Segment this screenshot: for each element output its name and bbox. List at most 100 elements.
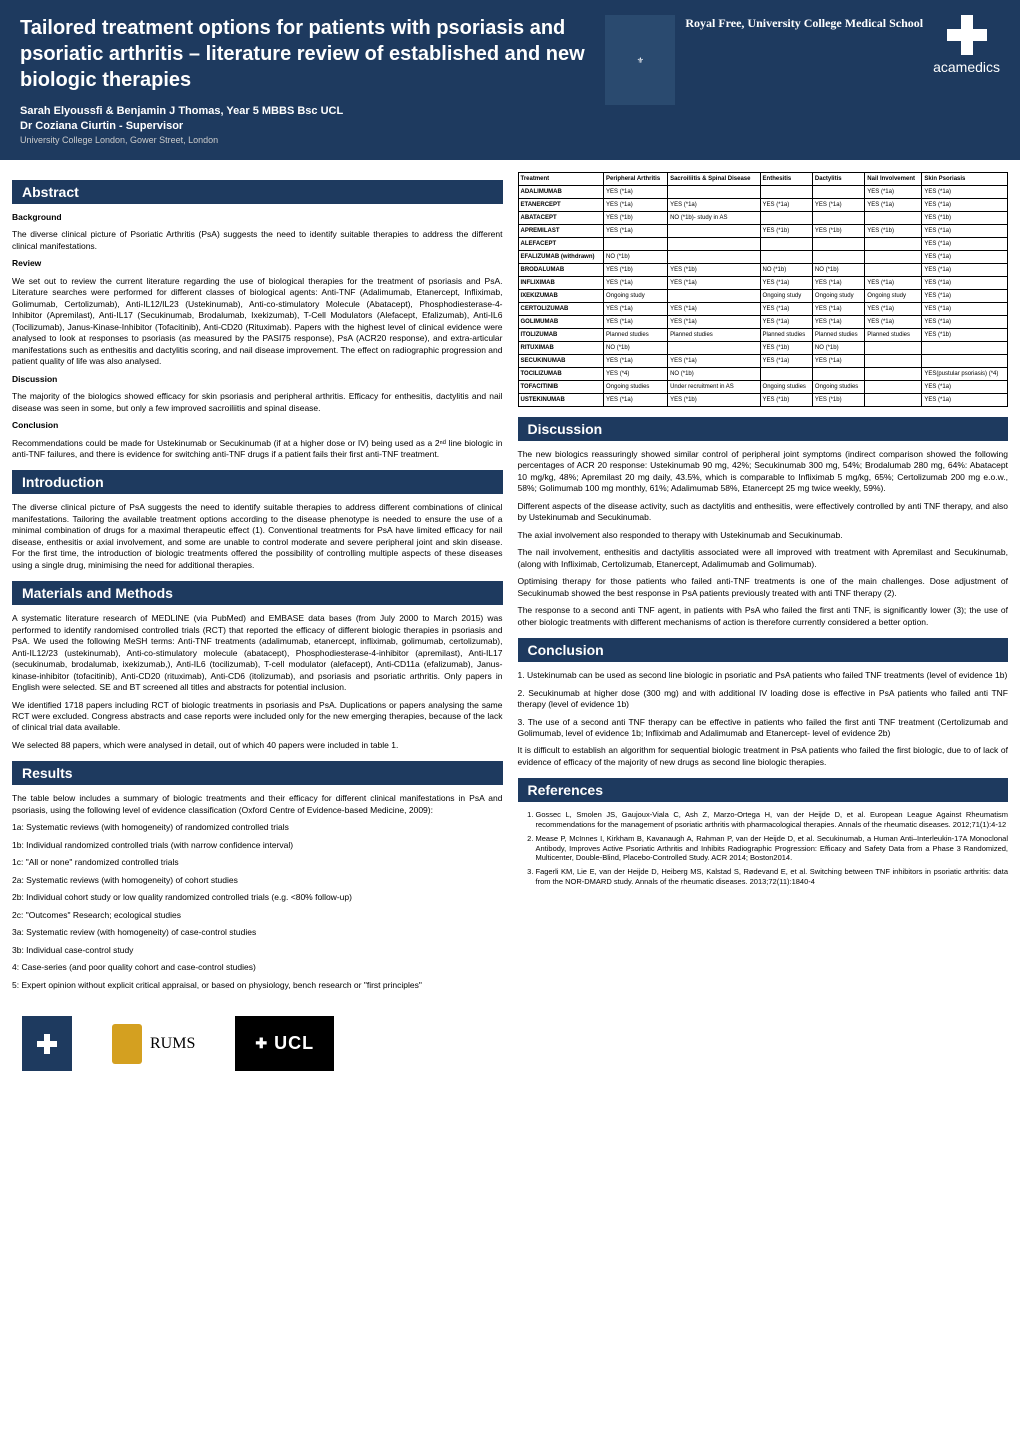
poster-header: Tailored treatment options for patients … xyxy=(0,0,1020,160)
table-cell xyxy=(668,238,760,251)
left-column: Abstract Background The diverse clinical… xyxy=(12,172,503,1086)
table-cell: YES (*1a) xyxy=(865,303,922,316)
table-cell: SECUKINUMAB xyxy=(518,355,604,368)
ev-2a: 2a: Systematic reviews (with homogeneity… xyxy=(12,875,503,886)
table-cell: USTEKINUMAB xyxy=(518,394,604,407)
table-cell: TOFACITINIB xyxy=(518,381,604,394)
intro-text: The diverse clinical picture of PsA sugg… xyxy=(12,502,503,571)
methods-p1: A systematic literature research of MEDL… xyxy=(12,613,503,693)
table-cell: YES (*1b) xyxy=(760,394,812,407)
evidence-table: TreatmentPeripheral ArthritisSacroiliiti… xyxy=(518,172,1009,407)
school-logo-text: Royal Free, University College Medical S… xyxy=(685,15,923,32)
acamedics-text: acamedics xyxy=(933,59,1000,75)
methods-body: A systematic literature research of MEDL… xyxy=(12,613,503,751)
table-cell xyxy=(812,251,864,264)
footer-logos: RUMS ✚ UCL xyxy=(12,1001,503,1086)
table-cell: IXEKIZUMAB xyxy=(518,290,604,303)
table-cell: YES(pustular psoriasis) (*4) xyxy=(922,368,1008,381)
table-cell xyxy=(668,342,760,355)
disc-p5: Optimising therapy for those patients wh… xyxy=(518,576,1009,599)
rums-text: RUMS xyxy=(150,1035,195,1053)
table-row: ETANERCEPTYES (*1a)YES (*1a)YES (*1a)YES… xyxy=(518,199,1008,212)
table-cell xyxy=(760,251,812,264)
ev-2c: 2c: "Outcomes" Research; ecological stud… xyxy=(12,910,503,921)
table-cell: NO (*1b) xyxy=(604,251,668,264)
references-body: Gossec L, Smolen JS, Gaujoux-Viala C, As… xyxy=(518,810,1009,886)
table-cell: YES (*1a) xyxy=(865,186,922,199)
table-row: TOFACITINIBOngoing studiesUnder recruitm… xyxy=(518,381,1008,394)
table-cell: NO (*1b)- study in AS xyxy=(668,212,760,225)
table-row: BRODALUMABYES (*1b)YES (*1b)NO (*1b)NO (… xyxy=(518,264,1008,277)
table-cell xyxy=(668,225,760,238)
methods-p2: We identified 1718 papers including RCT … xyxy=(12,700,503,734)
disc-p3: The axial involvement also responded to … xyxy=(518,530,1009,541)
table-cell: YES (*1a) xyxy=(812,277,864,290)
ev-2b: 2b: Individual cohort study or low quali… xyxy=(12,892,503,903)
ref-2: Mease P, McInnes I, Kirkham B, Kavanaugh… xyxy=(536,834,1009,863)
table-cell xyxy=(812,212,864,225)
plus-icon xyxy=(37,1034,57,1054)
abstract-conc-label: Conclusion xyxy=(12,420,58,430)
table-cell: INFLIXIMAB xyxy=(518,277,604,290)
authors: Sarah Elyoussfi & Benjamin J Thomas, Yea… xyxy=(20,105,590,117)
table-cell: YES (*1a) xyxy=(760,277,812,290)
table-cell: YES (*1b) xyxy=(812,225,864,238)
table-cell xyxy=(812,186,864,199)
table-row: GOLIMUMABYES (*1a)YES (*1a)YES (*1a)YES … xyxy=(518,316,1008,329)
table-cell: YES (*1a) xyxy=(922,238,1008,251)
ev-3a: 3a: Systematic review (with homogeneity)… xyxy=(12,927,503,938)
table-cell: Ongoing study xyxy=(812,290,864,303)
table-cell: YES (*1a) xyxy=(760,303,812,316)
table-cell: NO (*1b) xyxy=(812,342,864,355)
table-cell xyxy=(865,264,922,277)
table-cell: GOLIMUMAB xyxy=(518,316,604,329)
table-cell: YES (*1b) xyxy=(865,225,922,238)
plus-icon xyxy=(947,15,987,55)
table-row: EFALIZUMAB (withdrawn)NO (*1b)YES (*1a) xyxy=(518,251,1008,264)
header-text-block: Tailored treatment options for patients … xyxy=(20,15,590,145)
table-cell: YES (*1b) xyxy=(668,394,760,407)
disc-p1: The new biologics reassuringly showed si… xyxy=(518,449,1009,495)
table-cell xyxy=(812,238,864,251)
table-cell xyxy=(668,186,760,199)
table-cell xyxy=(760,368,812,381)
disc-p2: Different aspects of the disease activit… xyxy=(518,501,1009,524)
table-cell: YES (*1a) xyxy=(812,303,864,316)
table-cell: YES (*1b) xyxy=(922,329,1008,342)
table-cell: YES (*1a) xyxy=(604,199,668,212)
table-cell xyxy=(668,290,760,303)
abstract-bg-text: The diverse clinical picture of Psoriati… xyxy=(12,229,503,252)
table-cell: Planned studies xyxy=(865,329,922,342)
table-cell: YES (*1a) xyxy=(922,264,1008,277)
table-cell: Ongoing studies xyxy=(604,381,668,394)
table-cell: YES (*1b) xyxy=(604,212,668,225)
table-cell: YES (*1a) xyxy=(922,251,1008,264)
table-cell xyxy=(922,355,1008,368)
table-cell: YES (*1a) xyxy=(922,381,1008,394)
table-row: IXEKIZUMABOngoing studyOngoing studyOngo… xyxy=(518,290,1008,303)
table-cell: Ongoing studies xyxy=(812,381,864,394)
table-body: ADALIMUMABYES (*1a)YES (*1a)YES (*1a)ETA… xyxy=(518,186,1008,407)
results-body: The table below includes a summary of bi… xyxy=(12,793,503,991)
methods-p3: We selected 88 papers, which were analys… xyxy=(12,740,503,751)
table-cell xyxy=(865,238,922,251)
table-col-header: Enthesitis xyxy=(760,173,812,186)
shield-icon xyxy=(112,1024,142,1064)
table-cell xyxy=(668,251,760,264)
table-cell xyxy=(760,186,812,199)
footer-acamedics-logo xyxy=(22,1016,72,1071)
ev-3b: 3b: Individual case-control study xyxy=(12,945,503,956)
table-cell: YES (*1a) xyxy=(922,303,1008,316)
methods-header: Materials and Methods xyxy=(12,581,503,605)
table-cell xyxy=(812,368,864,381)
table-cell: YES (*1a) xyxy=(760,199,812,212)
table-cell: YES (*1a) xyxy=(668,355,760,368)
table-row: CERTOLIZUMABYES (*1a)YES (*1a)YES (*1a)Y… xyxy=(518,303,1008,316)
poster: Tailored treatment options for patients … xyxy=(0,0,1020,1098)
table-cell: YES (*1a) xyxy=(604,394,668,407)
table-row: USTEKINUMABYES (*1a)YES (*1b)YES (*1b)YE… xyxy=(518,394,1008,407)
table-cell: NO (*1b) xyxy=(668,368,760,381)
table-cell: YES (*1a) xyxy=(604,303,668,316)
ref-1: Gossec L, Smolen JS, Gaujoux-Viala C, As… xyxy=(536,810,1009,830)
table-col-header: Skin Psoriasis xyxy=(922,173,1008,186)
